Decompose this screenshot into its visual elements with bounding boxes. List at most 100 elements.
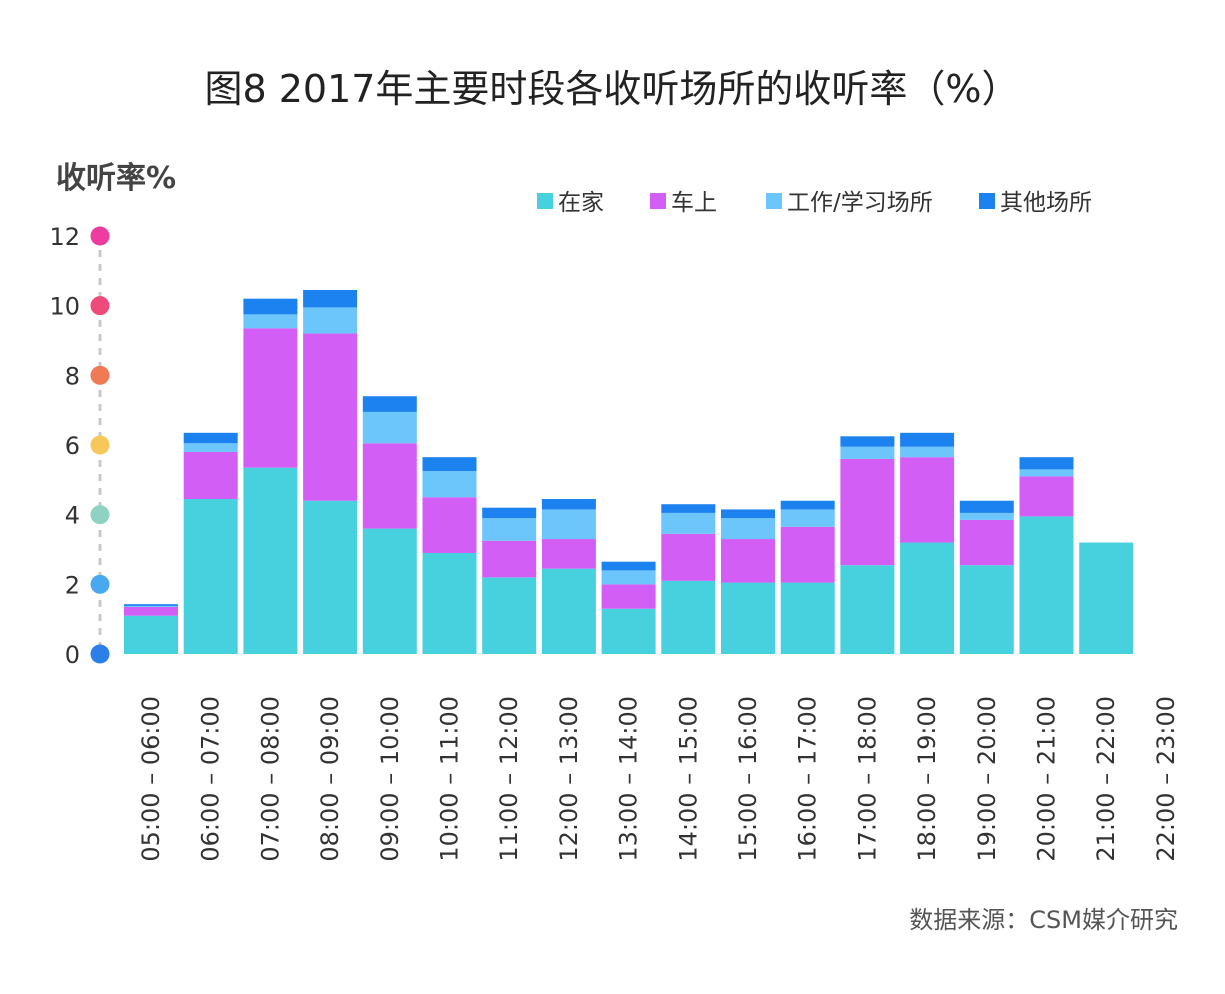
- x-tick-label: 12:00 – 13:00: [555, 696, 583, 862]
- x-tick-label: 22:00 – 23:00: [1152, 696, 1180, 862]
- bar-segment-2-2: [183, 451, 238, 499]
- bar-segment-3-8: [541, 509, 596, 540]
- legend-swatch: [979, 193, 995, 209]
- bar-segment-4-14: [900, 432, 955, 447]
- y-tick-label: 8: [65, 362, 80, 390]
- legend-swatch: [766, 193, 782, 209]
- bar-segment-4-8: [541, 498, 596, 510]
- bar-segment-4-6: [422, 457, 477, 472]
- bar-segment-1-11: [721, 582, 775, 654]
- x-axis: 05:00 – 06:00 06:00 – 07:00 07:00 – 08:00 0…: [137, 696, 1180, 862]
- bar-segment-4-11: [721, 509, 775, 519]
- bar-segment-1-15: [959, 565, 1014, 654]
- bar-segment-2-5: [362, 443, 417, 529]
- y-axis: 0 2 4 6 8 10 12: [49, 223, 110, 669]
- legend-label: 其他场所: [1000, 190, 1092, 216]
- bar-segment-4-15: [959, 500, 1014, 513]
- bar-segment-3-5: [362, 411, 417, 444]
- bar-segment-3-1: [124, 605, 178, 607]
- bar-segment-1-17: [1079, 542, 1134, 654]
- bar-segment-4-9: [601, 561, 656, 571]
- bar-segment-4-1: [124, 604, 178, 606]
- bar-segment-1-9: [601, 608, 656, 654]
- x-tick-label: 20:00 – 21:00: [1033, 696, 1061, 862]
- y-tick-label: 6: [65, 432, 80, 460]
- bar-segment-2-11: [721, 539, 775, 583]
- y-tick-dot: [90, 505, 110, 525]
- bar-segment-1-2: [183, 498, 238, 654]
- bar-segment-1-10: [661, 580, 716, 654]
- x-tick-label: 19:00 – 20:00: [973, 696, 1001, 862]
- y-tick-label: 0: [65, 641, 80, 669]
- bar-segment-4-10: [661, 504, 716, 513]
- bar-segment-1-5: [362, 528, 417, 654]
- bar-segment-3-10: [661, 512, 716, 534]
- bar-segment-4-4: [303, 289, 358, 308]
- bar-segment-1-3: [243, 467, 298, 654]
- x-tick-label: 07:00 – 08:00: [256, 696, 284, 862]
- bar-segment-2-16: [1019, 476, 1074, 517]
- bar-segment-2-10: [661, 533, 716, 581]
- y-tick-label: 2: [65, 571, 80, 599]
- legend-label: 在家: [558, 190, 604, 216]
- y-tick-dot: [90, 365, 110, 385]
- bar-segment-1-7: [482, 577, 537, 654]
- y-axis-label: 收听率%: [56, 161, 176, 196]
- y-tick-dot: [90, 226, 110, 246]
- x-tick-label: 06:00 – 07:00: [197, 696, 225, 862]
- bar-segment-3-2: [183, 443, 238, 452]
- bar-segment-3-3: [243, 314, 298, 329]
- bar-segment-3-15: [959, 512, 1014, 520]
- bar-segment-2-6: [422, 497, 477, 553]
- x-tick-label: 13:00 – 14:00: [615, 696, 643, 862]
- bar-segment-2-15: [959, 519, 1014, 566]
- bar-segment-3-4: [303, 307, 358, 334]
- bar-segment-4-7: [482, 507, 537, 519]
- bar-segment-1-16: [1019, 516, 1074, 654]
- bar-segment-4-3: [243, 298, 298, 315]
- bar-segment-3-12: [780, 509, 835, 527]
- y-tick-dot: [90, 644, 110, 664]
- bar-segment-4-13: [840, 436, 895, 447]
- x-tick-label: 17:00 – 18:00: [853, 696, 881, 862]
- x-tick-label: 15:00 – 16:00: [734, 696, 762, 862]
- bar-segment-4-16: [1019, 457, 1074, 470]
- y-tick-label: 10: [49, 293, 80, 321]
- legend-swatch: [650, 193, 666, 209]
- x-tick-label: 08:00 – 09:00: [316, 696, 344, 862]
- legend-label: 车上: [671, 190, 717, 216]
- bar-segment-3-16: [1019, 469, 1074, 477]
- bar-segment-2-13: [840, 458, 895, 566]
- bar-segment-3-6: [422, 471, 477, 498]
- y-tick-label: 4: [65, 502, 80, 530]
- x-tick-label: 11:00 – 12:00: [495, 696, 523, 862]
- bar-segment-2-12: [780, 526, 835, 583]
- bar-segment-2-8: [541, 539, 596, 569]
- y-tick-dot: [90, 435, 110, 455]
- bar-segment-3-11: [721, 518, 775, 540]
- bar-segment-2-9: [601, 584, 656, 609]
- legend-swatch: [537, 193, 553, 209]
- x-tick-label: 10:00 – 11:00: [436, 696, 464, 862]
- x-tick-label: 21:00 – 22:00: [1092, 696, 1120, 862]
- x-tick-label: 18:00 – 19:00: [913, 696, 941, 862]
- legend-label: 工作/学习场所: [787, 190, 933, 216]
- chart-title: 图8 2017年主要时段各收听场所的收听率（%）: [204, 67, 1019, 111]
- source-note: 数据来源：CSM媒介研究: [909, 906, 1178, 934]
- bar-segment-1-1: [124, 615, 178, 654]
- bar-segment-4-12: [780, 500, 835, 510]
- x-tick-label: 14:00 – 15:00: [674, 696, 702, 862]
- bar-segment-2-1: [124, 606, 178, 616]
- y-tick-label: 12: [49, 223, 80, 251]
- bar-segment-3-14: [900, 446, 955, 458]
- bar-segment-1-4: [303, 500, 358, 654]
- x-tick-label: 09:00 – 10:00: [376, 696, 404, 862]
- bar-segment-1-8: [541, 568, 596, 654]
- bar-segment-1-12: [780, 582, 835, 654]
- y-tick-dot: [90, 296, 110, 316]
- bar-segment-3-9: [601, 570, 656, 585]
- bar-segment-2-7: [482, 540, 537, 578]
- y-tick-dot: [90, 574, 110, 594]
- bar-segment-1-13: [840, 565, 895, 654]
